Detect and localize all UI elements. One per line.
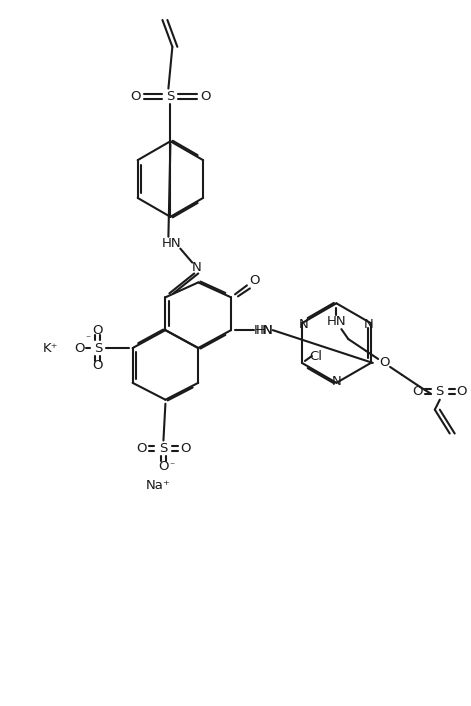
- Text: O: O: [200, 90, 211, 103]
- Text: S: S: [166, 90, 175, 103]
- Text: O: O: [456, 385, 467, 398]
- Text: N: N: [332, 376, 341, 388]
- Text: S: S: [94, 342, 102, 354]
- Text: S: S: [159, 442, 168, 455]
- Text: H: H: [256, 323, 266, 337]
- Text: O: O: [379, 357, 390, 369]
- Text: HN: HN: [162, 237, 181, 250]
- Text: ⁻: ⁻: [85, 334, 90, 344]
- Text: O: O: [136, 442, 147, 455]
- Text: O: O: [75, 342, 85, 354]
- Text: Cl: Cl: [309, 350, 322, 364]
- Text: HN: HN: [254, 323, 274, 337]
- Text: O: O: [93, 323, 103, 337]
- Text: N: N: [364, 318, 374, 330]
- Text: N: N: [263, 323, 273, 337]
- Text: O: O: [158, 460, 169, 473]
- Text: O: O: [93, 359, 103, 373]
- Text: O: O: [130, 90, 141, 103]
- Text: K⁺: K⁺: [42, 342, 58, 354]
- Text: O: O: [180, 442, 191, 455]
- Text: ⁻: ⁻: [170, 461, 175, 472]
- Text: N: N: [299, 318, 309, 330]
- Text: HN: HN: [326, 315, 346, 328]
- Text: Na⁺: Na⁺: [146, 479, 171, 491]
- Text: S: S: [436, 385, 444, 398]
- Text: O: O: [250, 274, 260, 287]
- Text: O: O: [413, 385, 423, 398]
- Text: N: N: [191, 261, 201, 274]
